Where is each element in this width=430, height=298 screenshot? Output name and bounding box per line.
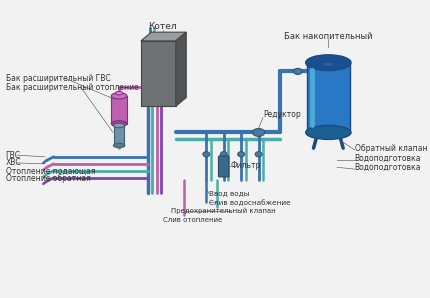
Text: ХВС: ХВС [6, 159, 22, 167]
Polygon shape [141, 32, 186, 41]
Text: Слив отопление: Слив отопление [163, 217, 222, 223]
Text: Бак расширительный ГВС: Бак расширительный ГВС [6, 74, 111, 83]
Ellipse shape [306, 125, 351, 139]
Polygon shape [176, 32, 186, 106]
Text: Водоподготовка: Водоподготовка [354, 154, 421, 163]
Ellipse shape [220, 152, 227, 157]
Text: Бак накопительный: Бак накопительный [284, 32, 373, 41]
Text: Фильтр: Фильтр [231, 161, 261, 170]
Ellipse shape [114, 123, 125, 128]
Ellipse shape [322, 62, 335, 67]
Text: Отопление обратная: Отопление обратная [6, 174, 90, 183]
Text: Котел: Котел [148, 21, 177, 31]
Text: Предохранительный клапан: Предохранительный клапан [172, 208, 276, 214]
Text: Водоподготовка: Водоподготовка [354, 163, 421, 172]
Polygon shape [111, 96, 127, 124]
Text: Бак расширительный отопление: Бак расширительный отопление [6, 83, 138, 91]
Ellipse shape [306, 55, 351, 71]
Ellipse shape [294, 68, 302, 74]
Text: Отопление подающая: Отопление подающая [6, 166, 95, 175]
Text: Обратный клапан: Обратный клапан [354, 144, 427, 153]
Ellipse shape [203, 152, 210, 157]
Text: ГВС: ГВС [6, 150, 21, 160]
Polygon shape [141, 41, 176, 106]
Polygon shape [114, 125, 124, 145]
Ellipse shape [115, 91, 123, 95]
Ellipse shape [111, 121, 127, 127]
Ellipse shape [114, 143, 125, 148]
Polygon shape [307, 63, 350, 132]
Ellipse shape [111, 93, 127, 99]
Text: Ввод воды: Ввод воды [209, 190, 249, 196]
Text: Редуктор: Редуктор [263, 111, 301, 119]
Text: Слив водоснабжение: Слив водоснабжение [209, 199, 291, 206]
FancyBboxPatch shape [218, 156, 229, 177]
Ellipse shape [252, 128, 265, 136]
Ellipse shape [255, 152, 262, 157]
Ellipse shape [238, 152, 245, 157]
